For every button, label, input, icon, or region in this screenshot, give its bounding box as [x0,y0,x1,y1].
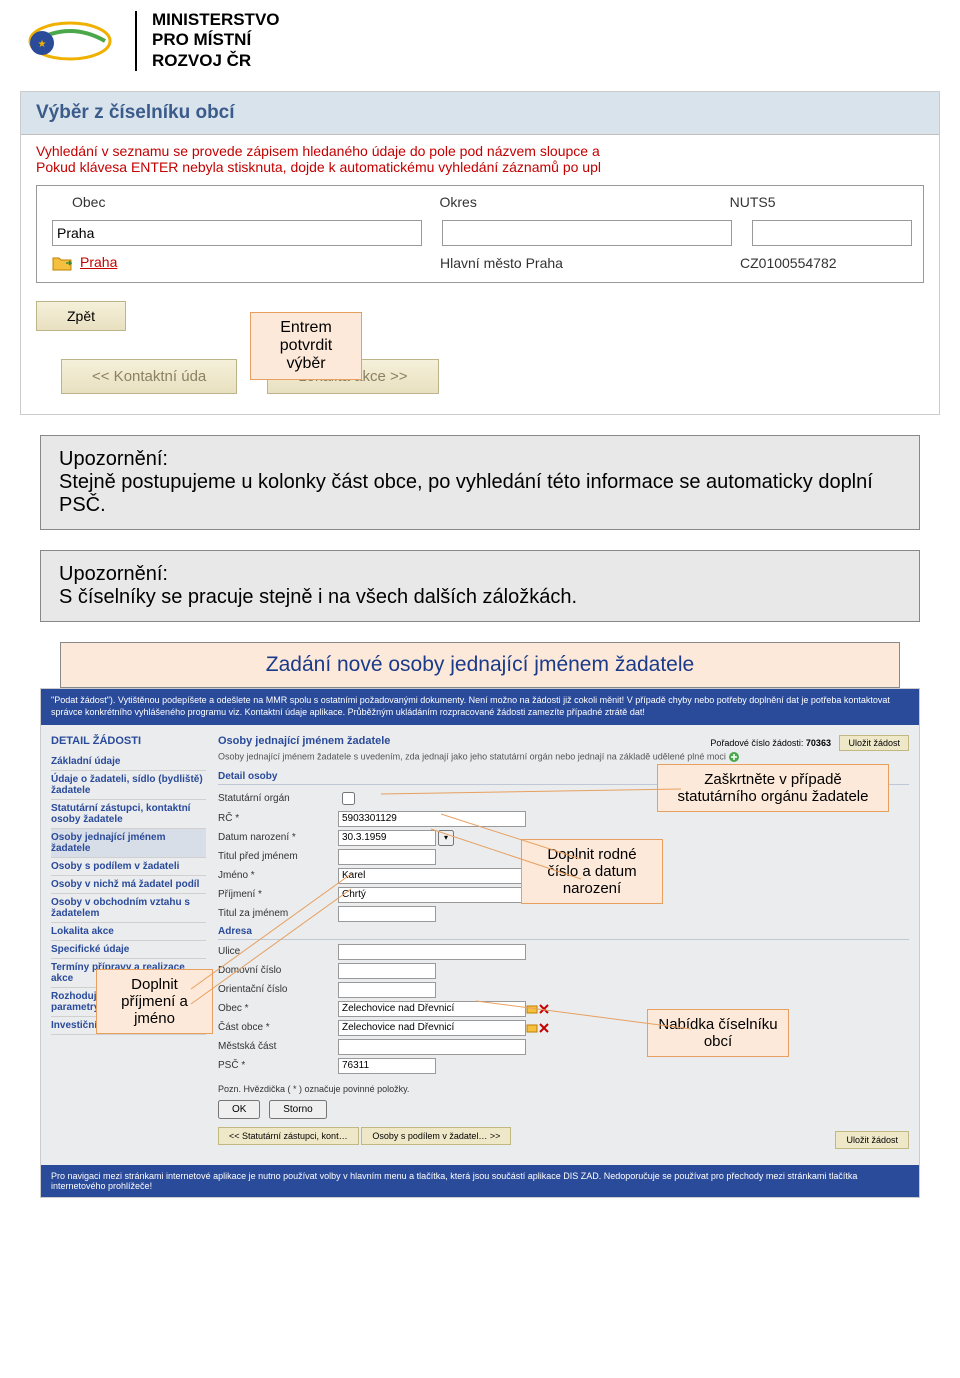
svg-text:★: ★ [38,39,47,50]
label-dom-cislo: Domovní číslo [218,965,338,976]
app-screenshot: "Podat žádost"). Vytištěnou podepíšete a… [40,688,920,1197]
panel-warning: Vyhledání v seznamu se provede zápisem h… [21,135,939,175]
save-button-top[interactable]: Uložit žádost [839,735,909,751]
clear-icon[interactable] [538,1022,550,1034]
callout-entrem: Entrem potvrdit výběr [250,312,362,380]
clear-icon[interactable] [538,1003,550,1015]
back-button[interactable]: Zpět [36,301,126,331]
input-obec[interactable] [338,1001,526,1017]
panel-title: Výběr z číselníku obcí [21,92,939,135]
sidebar-title: DETAIL ŽÁDOSTI [51,735,206,747]
input-rc[interactable] [338,811,526,827]
input-titul-pred[interactable] [338,849,436,865]
lookup-icon[interactable] [526,1003,538,1015]
search-table: Obec Okres NUTS5 Praha Hlavní město Prah… [36,185,924,283]
sidebar-item[interactable]: Statutární zástupci, kontaktní osoby žad… [51,800,206,829]
sidebar-item[interactable]: Osoby v nichž má žadatel podíl [51,876,206,894]
label-titul-za: Titul za jménem [218,908,338,919]
input-prijmeni[interactable] [338,887,526,903]
sub-note: Osoby jednající jménem žadatele s uveden… [218,751,909,763]
result-okres: Hlavní město Praha [440,255,740,271]
input-titul-za[interactable] [338,906,436,922]
ministry-name: MINISTERSTVO PRO MÍSTNÍ ROZVOJ ČR [152,10,280,71]
main-heading: Osoby jednající jménem žadatele [218,735,390,747]
callout-obec: Nabídka číselníku obcí [647,1009,789,1057]
label-stat-organ: Statutární orgán [218,793,338,804]
logo-header: ★ MINISTERSTVO PRO MÍSTNÍ ROZVOJ ČR [0,0,960,81]
logo-icon: ★ [20,11,120,71]
col-okres: Okres [439,194,729,210]
label-ulice: Ulice [218,946,338,957]
sidebar-item[interactable]: Údaje o žadateli, sídlo (bydliště) žadat… [51,771,206,800]
obec-lookup-panel: Výběr z číselníku obcí Vyhledání v sezna… [20,91,940,415]
callout-stat-organ: Zaškrtněte v případě statutárního orgánu… [657,764,889,812]
bottom-nav-prev[interactable]: << Statutární zástupci, kont… [218,1127,359,1145]
input-orient-cislo[interactable] [338,982,436,998]
label-psc: PSČ * [218,1060,338,1071]
input-mestska[interactable] [338,1039,526,1055]
section-title: Zadání nové osoby jednající jménem žadat… [60,642,900,688]
label-orient-cislo: Orientační číslo [218,984,338,995]
sidebar-item[interactable]: Osoby v obchodním vztahu s žadatelem [51,894,206,923]
required-note: Pozn. Hvězdička ( * ) označuje povinné p… [218,1084,909,1094]
adresa-section-title: Adresa [218,926,909,940]
label-rc: RČ * [218,813,338,824]
result-nuts: CZ0100554782 [740,255,837,271]
label-datum: Datum narození * [218,832,338,843]
add-icon[interactable] [728,751,740,763]
storno-button[interactable]: Storno [269,1100,326,1119]
callout-jmeno: Doplnit příjmení a jméno [96,969,213,1034]
label-prijmeni: Příjmení * [218,889,338,900]
save-button-bottom[interactable]: Uložit žádost [835,1131,909,1149]
lookup-icon[interactable] [526,1022,538,1034]
search-nuts-input[interactable] [752,220,912,246]
search-obec-input[interactable] [52,220,422,246]
sidebar-item[interactable]: Základní údaje [51,753,206,771]
input-jmeno[interactable] [338,868,526,884]
checkbox-stat-organ[interactable] [342,792,355,805]
sidebar-item[interactable]: Osoby jednající jménem žadatele [51,829,206,858]
ok-button[interactable]: OK [218,1100,260,1119]
app-sidebar: DETAIL ŽÁDOSTI Základní údajeÚdaje o žad… [51,735,206,1155]
input-dom-cislo[interactable] [338,963,436,979]
nav-prev-button[interactable]: << Kontaktní úda [61,359,237,394]
sidebar-item[interactable]: Lokalita akce [51,923,206,941]
result-obec-link[interactable]: Praha [80,254,117,270]
col-obec: Obec [37,194,439,210]
label-mestska: Městská část [218,1041,338,1052]
bottom-nav-next[interactable]: Osoby s podílem v žadatel… >> [361,1127,511,1145]
logo-divider [135,11,137,71]
sidebar-item[interactable]: Specifické údaje [51,941,206,959]
label-obec: Obec * [218,1003,338,1014]
app-top-note: "Podat žádost"). Vytištěnou podepíšete a… [41,689,919,724]
col-nuts: NUTS5 [730,194,923,210]
search-okres-input[interactable] [442,220,732,246]
label-cast: Část obce * [218,1022,338,1033]
info-box-2: Upozornění: S číselníky se pracuje stejn… [40,550,920,622]
input-cast[interactable] [338,1020,526,1036]
label-titul-pred: Titul před jménem [218,851,338,862]
callout-rc-datum: Doplnit rodné číslo a datum narození [521,839,663,904]
date-picker-button[interactable]: ▾ [438,830,454,846]
folder-icon [52,255,72,271]
input-datum[interactable] [338,830,436,846]
label-jmeno: Jméno * [218,870,338,881]
sidebar-item[interactable]: Osoby s podílem v žadateli [51,858,206,876]
input-psc[interactable] [338,1058,436,1074]
app-footer-note: Pro navigaci mezi stránkami internetové … [41,1165,919,1197]
input-ulice[interactable] [338,944,526,960]
info-box-1: Upozornění: Stejně postupujeme u kolonky… [40,435,920,530]
order-info: Pořadové číslo žádosti: 70363 Uložit žád… [710,735,909,751]
